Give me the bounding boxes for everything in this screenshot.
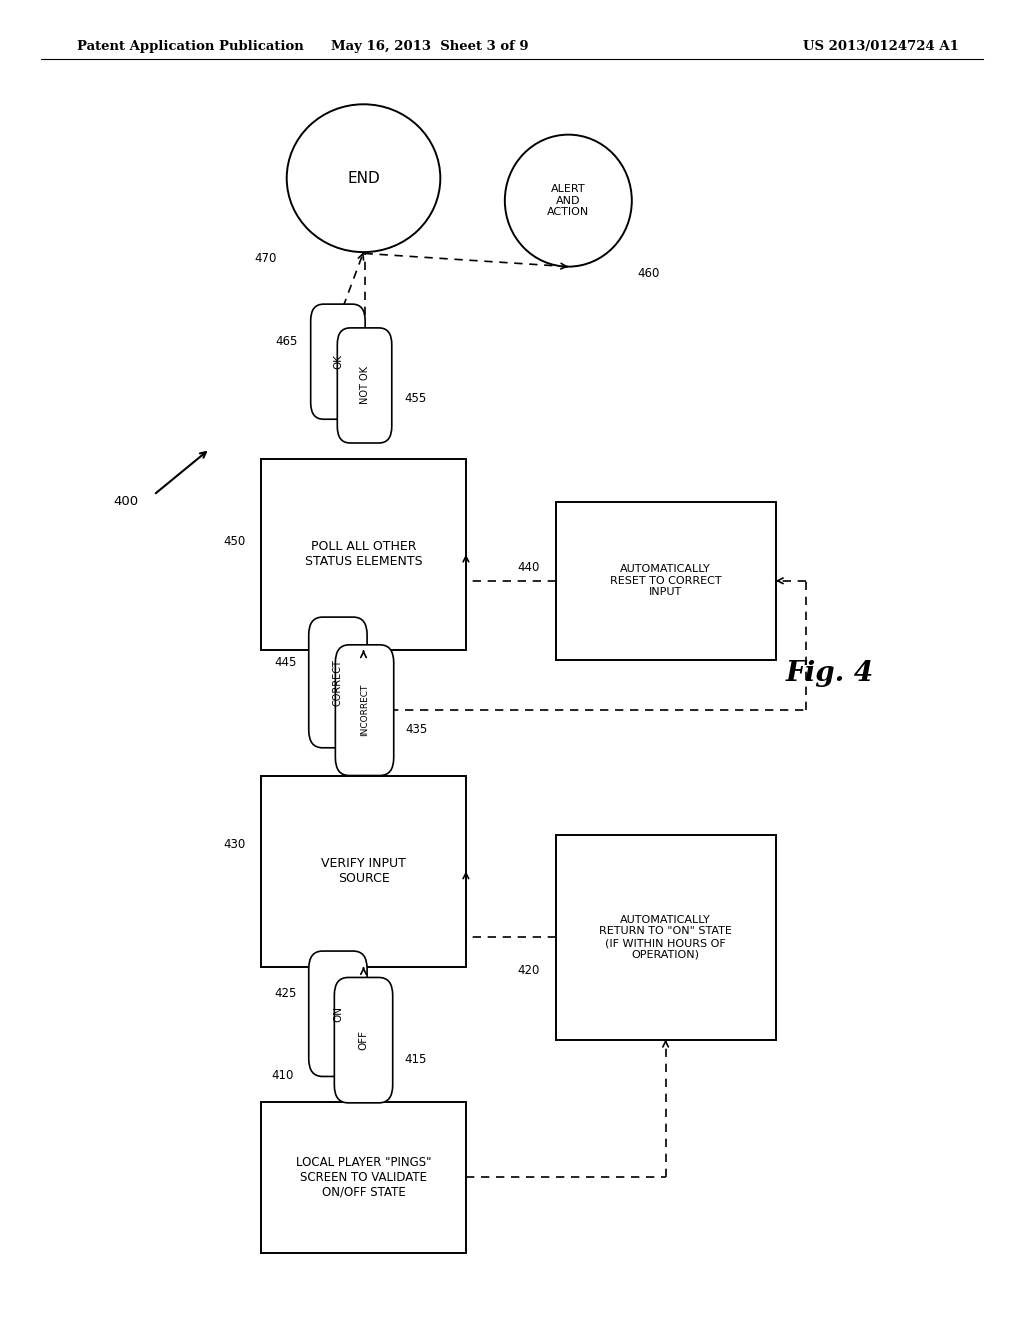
Text: May 16, 2013  Sheet 3 of 9: May 16, 2013 Sheet 3 of 9 (332, 40, 528, 53)
FancyBboxPatch shape (334, 977, 392, 1104)
Text: 415: 415 (404, 1053, 427, 1067)
Text: 455: 455 (404, 392, 427, 405)
FancyBboxPatch shape (335, 644, 393, 776)
Text: Fig. 4: Fig. 4 (785, 660, 873, 686)
Text: LOCAL PLAYER "PINGS"
SCREEN TO VALIDATE
ON/OFF STATE: LOCAL PLAYER "PINGS" SCREEN TO VALIDATE … (296, 1156, 431, 1199)
Text: 410: 410 (271, 1069, 294, 1082)
Text: NOT OK: NOT OK (359, 367, 370, 404)
Text: OFF: OFF (358, 1030, 369, 1051)
Text: CORRECT: CORRECT (333, 659, 343, 706)
Text: 445: 445 (274, 656, 297, 669)
Bar (261, 459, 466, 651)
Text: 465: 465 (275, 335, 298, 348)
Text: 440: 440 (518, 561, 541, 574)
FancyBboxPatch shape (337, 327, 392, 444)
Text: 450: 450 (223, 535, 246, 548)
Ellipse shape (505, 135, 632, 267)
Text: 470: 470 (254, 252, 276, 265)
FancyBboxPatch shape (309, 618, 367, 747)
Text: Patent Application Publication: Patent Application Publication (77, 40, 303, 53)
Text: POLL ALL OTHER
STATUS ELEMENTS: POLL ALL OTHER STATUS ELEMENTS (305, 540, 422, 569)
FancyBboxPatch shape (310, 304, 366, 420)
Text: 425: 425 (274, 987, 297, 1001)
Text: AUTOMATICALLY
RETURN TO "ON" STATE
(IF WITHIN HOURS OF
OPERATION): AUTOMATICALLY RETURN TO "ON" STATE (IF W… (599, 915, 732, 960)
Text: US 2013/0124724 A1: US 2013/0124724 A1 (803, 40, 958, 53)
Text: INCORRECT: INCORRECT (360, 684, 369, 737)
Text: 430: 430 (223, 838, 246, 851)
Text: ALERT
AND
ACTION: ALERT AND ACTION (547, 183, 590, 218)
Text: AUTOMATICALLY
RESET TO CORRECT
INPUT: AUTOMATICALLY RESET TO CORRECT INPUT (609, 564, 722, 598)
Text: 420: 420 (518, 964, 541, 977)
Bar (261, 1101, 466, 1254)
Bar (261, 776, 466, 966)
Text: 435: 435 (406, 723, 428, 737)
Text: 400: 400 (113, 495, 138, 508)
Bar (555, 502, 776, 660)
Text: VERIFY INPUT
SOURCE: VERIFY INPUT SOURCE (322, 857, 406, 886)
Text: END: END (347, 170, 380, 186)
Text: 460: 460 (637, 267, 659, 280)
Ellipse shape (287, 104, 440, 252)
Text: OK: OK (333, 354, 343, 370)
Bar (555, 836, 776, 1040)
FancyBboxPatch shape (309, 950, 367, 1077)
Text: ON: ON (333, 1006, 343, 1022)
